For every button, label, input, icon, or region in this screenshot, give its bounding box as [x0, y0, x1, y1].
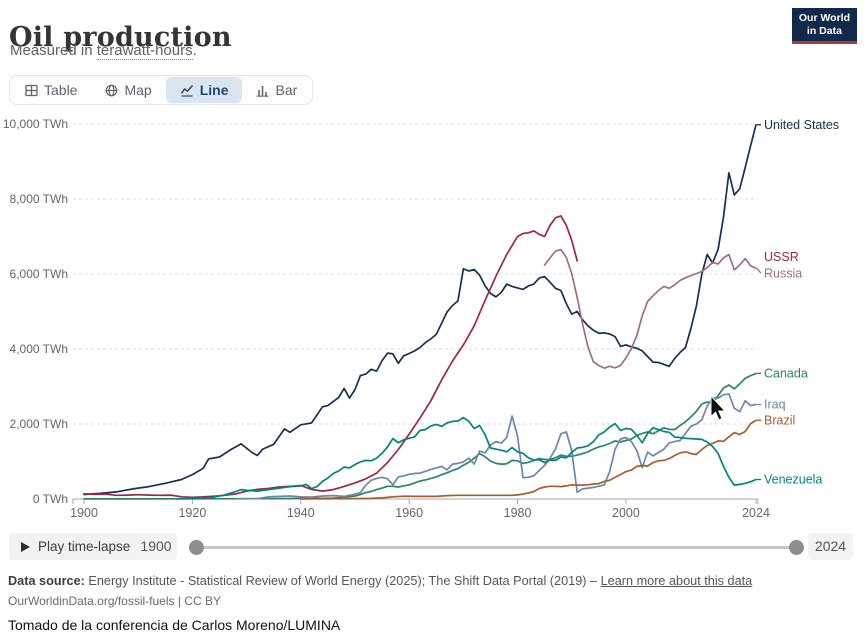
timeline-end-year: 2024 [808, 533, 853, 560]
y-axis-label: 0 TWh [33, 492, 68, 506]
page-title: Oil production [9, 22, 232, 54]
series-line-brazil[interactable] [299, 419, 757, 500]
series-line-canada[interactable] [83, 372, 757, 500]
bar-chart-icon [256, 85, 269, 97]
play-icon [21, 541, 30, 552]
chart-view-tabs: Table Map Line Bar [9, 75, 314, 105]
series-label-brazil[interactable]: Brazil [764, 413, 795, 427]
data-source-label: Data source: [8, 574, 85, 588]
x-axis-label: 1960 [395, 506, 423, 520]
tab-map[interactable]: Map [91, 77, 165, 103]
site-license-line: OurWorldinData.org/fossil-fuels | CC BY [8, 594, 221, 608]
table-icon [25, 84, 38, 96]
y-axis-label: 2,000 TWh [10, 417, 68, 431]
series-label-united-states[interactable]: United States [764, 118, 839, 132]
slider-handle-start[interactable] [189, 540, 204, 555]
data-source-line: Data source: Energy Institute - Statisti… [8, 574, 753, 588]
x-axis-label: 1900 [70, 506, 98, 520]
series-line-venezuela[interactable] [175, 416, 757, 500]
x-axis-label: 1980 [504, 506, 532, 520]
series-label-iraq[interactable]: Iraq [764, 398, 786, 412]
bottom-caption: Tomado de la conferencia de Carlos Moren… [8, 617, 341, 633]
line-chart-icon [180, 84, 193, 97]
owid-logo[interactable]: Our World in Data [791, 8, 857, 45]
terawatt-hours-link[interactable]: terawatt-hours [96, 42, 193, 60]
series-line-ussr[interactable] [83, 215, 579, 499]
series-label-venezuela[interactable]: Venezuela [764, 473, 822, 487]
timeline-start-year: 1900 [135, 533, 177, 560]
tab-line[interactable]: Line [165, 77, 243, 103]
tab-table[interactable]: Table [11, 77, 91, 103]
series-label-canada[interactable]: Canada [764, 366, 808, 380]
x-axis-label: 1920 [178, 506, 206, 520]
chart-subtitle: Measured in terawatt-hours. [10, 42, 197, 60]
play-timelapse-button[interactable]: Play time-lapse [9, 533, 143, 560]
x-axis-label: 1940 [287, 506, 315, 520]
timeline-slider[interactable] [189, 540, 804, 555]
x-axis-label: 2024 [742, 506, 770, 520]
series-line-united-states[interactable] [83, 123, 757, 496]
line-chart[interactable]: 0 TWh 2,000 TWh 4,000 TWh 6,000 TWh 8,000 TW… [0, 0, 864, 530]
globe-icon [106, 84, 118, 96]
series-label-russia[interactable]: Russia [764, 266, 802, 280]
learn-more-link[interactable]: Learn more about this data [600, 574, 753, 588]
y-axis-label: 6,000 TWh [10, 267, 68, 281]
x-axis-label: 2000 [612, 506, 640, 520]
y-axis-label: 8,000 TWh [10, 192, 68, 206]
series-line-iraq[interactable] [234, 393, 757, 500]
series-label-ussr[interactable]: USSR [764, 250, 799, 264]
tab-bar[interactable]: Bar [242, 77, 311, 103]
y-axis-label: 10,000 TWh [3, 117, 68, 131]
series-line-russia[interactable] [543, 248, 757, 369]
y-axis-label: 4,000 TWh [10, 342, 68, 356]
slider-handle-end[interactable] [789, 540, 804, 555]
